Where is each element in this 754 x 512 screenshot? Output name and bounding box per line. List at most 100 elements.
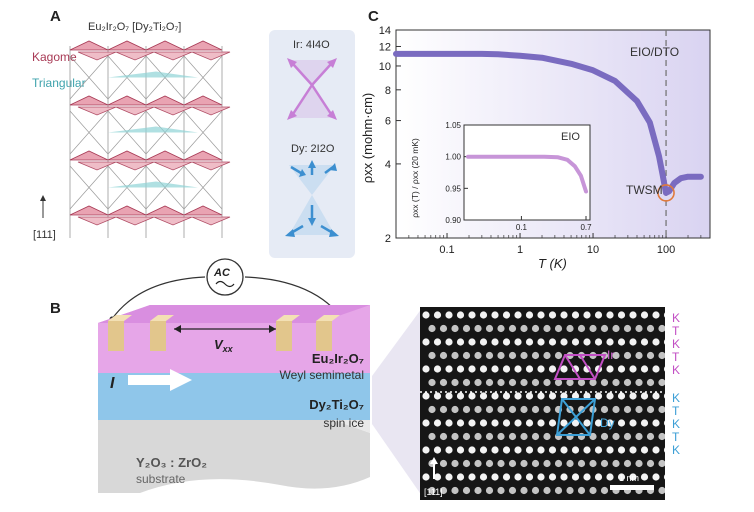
stem-atom — [623, 351, 632, 360]
stem-atom — [491, 419, 499, 427]
stem-atom — [428, 486, 436, 495]
stem-atom — [485, 405, 494, 414]
stem-atom — [600, 486, 609, 495]
stem-atom — [497, 432, 505, 441]
chart-x-label: T (K) — [538, 256, 567, 271]
stem-atom — [508, 378, 517, 387]
stem-atom — [468, 446, 476, 454]
stem-atom — [525, 311, 534, 319]
stem-atom — [566, 486, 574, 495]
stem-atom — [451, 459, 459, 468]
stem-atom — [422, 311, 430, 319]
inset-y-ticks: 0.90 0.95 1.00 1.05 — [445, 121, 468, 225]
stem-atom — [543, 378, 551, 387]
stem-atom — [497, 351, 505, 360]
stem-atom — [629, 473, 637, 481]
stem-atom — [433, 473, 442, 481]
stem-atom — [537, 311, 545, 319]
stem-atom — [479, 311, 488, 319]
stem-atom — [474, 405, 482, 414]
stem-atom — [491, 473, 499, 481]
stem-atom — [583, 392, 591, 400]
substrate-layer — [98, 415, 370, 493]
stem-atom — [439, 351, 448, 360]
x-tick-label: 1 — [517, 244, 523, 256]
stem-atom — [640, 392, 649, 400]
direction-label: [111] — [33, 229, 56, 241]
dy-spin-arrow — [285, 229, 295, 237]
stacking-letter-dy: K — [672, 443, 681, 457]
inset-x-ticks: 0.1 0.7 — [516, 216, 592, 232]
stem-atom — [629, 392, 637, 400]
stem-atom — [491, 365, 499, 373]
stem-atom — [571, 473, 580, 481]
stem-atom — [617, 338, 626, 346]
ir-spin-arrow — [310, 84, 333, 115]
legend-eio-dto: EIO/DTO — [630, 45, 679, 59]
stem-atom — [485, 351, 494, 360]
dy-spin-arrow — [299, 169, 306, 177]
stem-atom — [537, 338, 545, 346]
stacking-letter-ir: K — [672, 311, 681, 325]
stem-atom — [612, 378, 620, 387]
stem-atom — [502, 338, 511, 346]
layer1-desc: Weyl semimetal — [280, 368, 364, 382]
stem-atom — [468, 311, 476, 319]
stem-atom — [531, 432, 540, 441]
stem-atom — [663, 420, 665, 426]
stem-atom — [560, 419, 568, 427]
stem-atom — [560, 392, 568, 400]
stacking-letter-dy: K — [672, 417, 681, 431]
stem-atom — [640, 338, 649, 346]
stem-atom — [635, 378, 643, 387]
stem-atom — [485, 378, 494, 387]
stem-atom — [640, 419, 649, 427]
stem-atom — [560, 338, 568, 346]
stem-atom — [600, 432, 609, 441]
dy-spin-arrow — [308, 218, 316, 226]
stem-atom — [652, 311, 660, 319]
stem-atom — [600, 324, 609, 333]
stem-atom — [583, 311, 591, 319]
stem-atom — [433, 311, 442, 319]
stem-atom — [537, 473, 545, 481]
stem-atom — [652, 419, 660, 427]
ac-source — [206, 258, 244, 296]
stem-atom — [462, 351, 471, 360]
series-eio-dto — [393, 50, 704, 196]
dy-spin-arrow — [329, 229, 339, 237]
stem-atom — [594, 338, 603, 346]
stem-atom — [474, 459, 482, 468]
stem-atom — [508, 405, 517, 414]
stem-atom — [520, 486, 528, 495]
stem-atom — [433, 419, 442, 427]
stem-atom — [635, 351, 643, 360]
stem-atom — [456, 311, 465, 319]
panel-b-label: B — [50, 300, 61, 317]
stem-atom — [479, 365, 488, 373]
stem-atom — [502, 473, 511, 481]
stacking-letter-ir: K — [672, 337, 681, 351]
stem-atom — [445, 311, 453, 319]
stem-atom — [566, 378, 574, 387]
substrate-desc: substrate — [136, 472, 186, 486]
stem-atom — [508, 486, 517, 495]
stem-atom — [658, 351, 665, 360]
inset-plot-area — [463, 124, 591, 221]
stem-atom — [589, 486, 597, 495]
stem-atom — [451, 432, 459, 441]
stem-atom — [468, 338, 476, 346]
stem-atom — [617, 392, 626, 400]
stem-atom — [663, 474, 665, 480]
stem-atom — [606, 338, 614, 346]
stem-atom — [560, 311, 568, 319]
stem-atom — [543, 405, 551, 414]
stem-atom — [571, 446, 580, 454]
stem-atom — [652, 473, 660, 481]
stem-atom — [571, 419, 580, 427]
stem-atom — [554, 378, 563, 387]
stem-atom — [497, 405, 505, 414]
stem-atom — [571, 311, 580, 319]
inset-series-eio — [466, 154, 588, 194]
stem-atom — [658, 459, 665, 468]
